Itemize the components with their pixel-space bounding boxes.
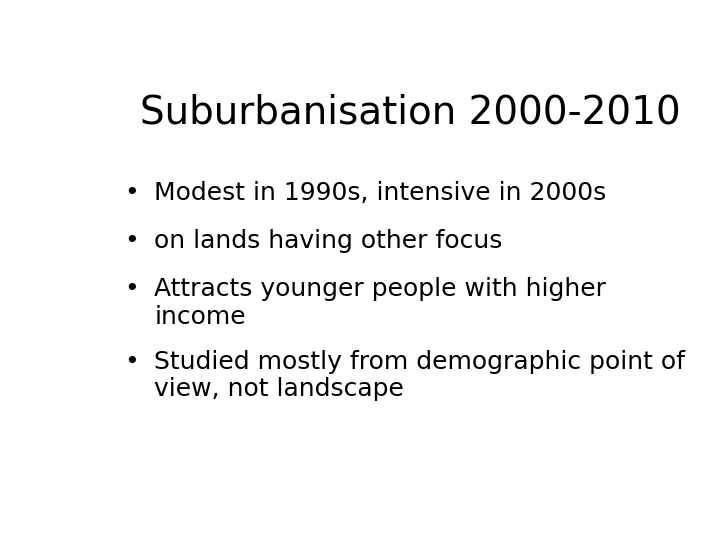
Text: Modest in 1990s, intensive in 2000s: Modest in 1990s, intensive in 2000s — [154, 181, 606, 205]
Text: •: • — [125, 181, 139, 205]
Text: Suburbanisation 2000-2010: Suburbanisation 2000-2010 — [140, 94, 681, 132]
Text: Studied mostly from demographic point of
view, not landscape: Studied mostly from demographic point of… — [154, 349, 685, 401]
Text: on lands having other focus: on lands having other focus — [154, 229, 503, 253]
Text: •: • — [125, 349, 139, 374]
Text: •: • — [125, 277, 139, 301]
Text: Attracts younger people with higher
income: Attracts younger people with higher inco… — [154, 277, 606, 329]
Text: •: • — [125, 229, 139, 253]
